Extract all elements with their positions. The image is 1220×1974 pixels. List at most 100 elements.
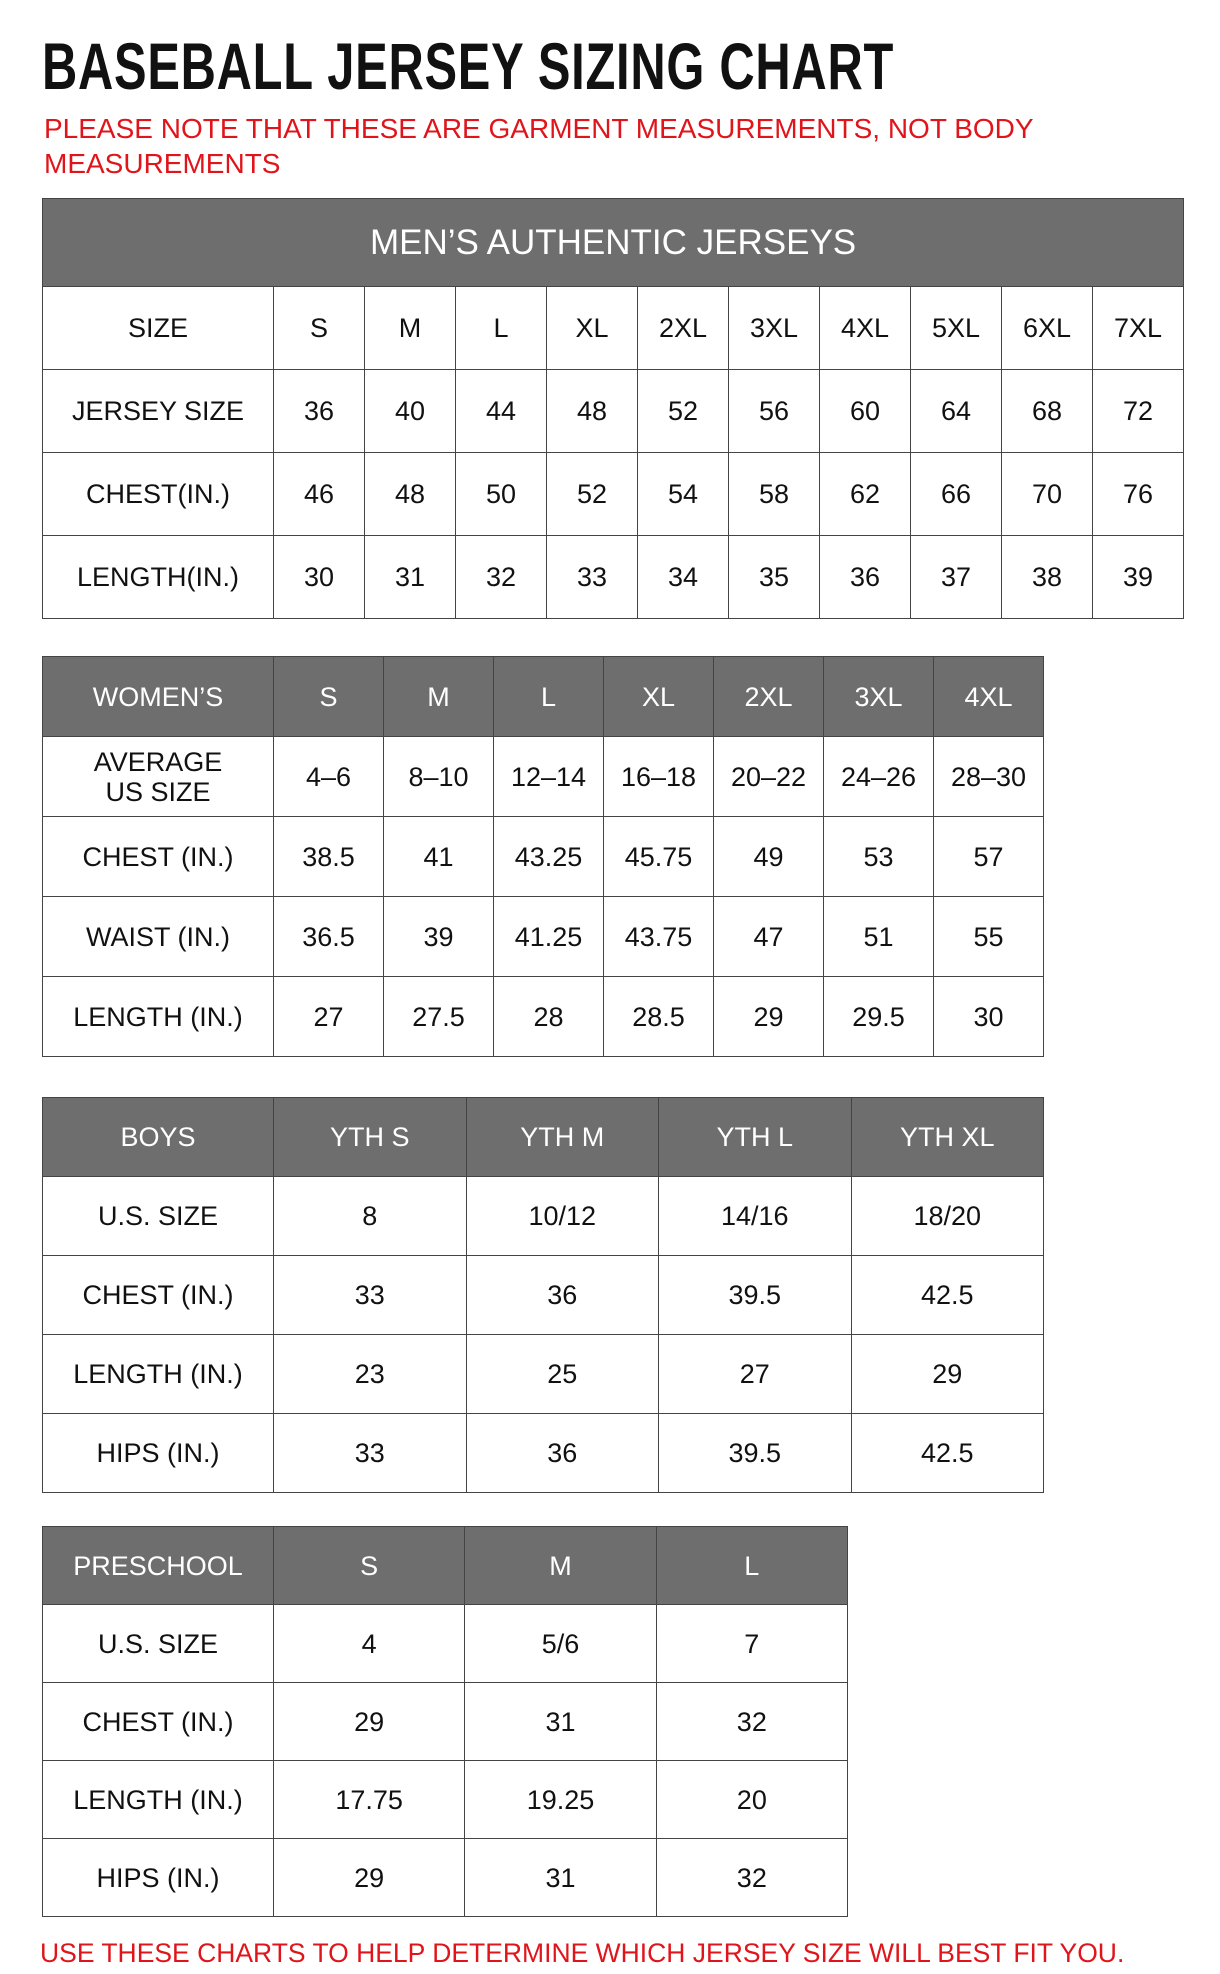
data-cell: 8–10: [383, 736, 494, 817]
data-cell: 31: [464, 1682, 657, 1761]
data-cell: 29: [713, 976, 824, 1057]
data-cell: 16–18: [603, 736, 714, 817]
data-cell: 5/6: [464, 1604, 657, 1683]
note: PLEASE NOTE THAT THESE ARE GARMENT MEASU…: [44, 113, 1034, 179]
data-row: HIPS (IN.) 33 36 39.5 42.5: [42, 1413, 1044, 1493]
data-cell: 45.75: [603, 816, 714, 897]
data-cell: 43.75: [603, 896, 714, 977]
row-label: CHEST(IN.): [42, 452, 274, 536]
row-label: CHEST (IN.): [42, 1255, 274, 1335]
data-cell: 33: [546, 535, 638, 619]
data-cell: 28: [493, 976, 604, 1057]
data-cell: 36: [465, 1255, 659, 1335]
data-row: CHEST (IN.) 33 36 39.5 42.5: [42, 1255, 1044, 1335]
header-cell: M: [383, 656, 494, 737]
header-cell: S: [272, 1526, 466, 1605]
data-cell: 29: [272, 1838, 466, 1917]
row-label: U.S. SIZE: [42, 1176, 274, 1256]
data-cell: 31: [364, 535, 456, 619]
data-cell: 54: [637, 452, 729, 536]
data-row: LENGTH (IN.) 27 27.5 28 28.5 29 29.5 30: [42, 976, 1044, 1057]
header-cell: S: [273, 656, 384, 737]
data-cell: 70: [1001, 452, 1093, 536]
data-cell: 58: [728, 452, 820, 536]
data-cell: 60: [819, 369, 911, 453]
header-cell: PRESCHOOL: [42, 1526, 274, 1605]
row-label: WAIST (IN.): [42, 896, 274, 977]
data-cell: 38.5: [273, 816, 384, 897]
header-row: PRESCHOOL S M L: [42, 1526, 848, 1605]
data-cell: 19.25: [464, 1760, 657, 1839]
data-row: CHEST(IN.) 46 48 50 52 54 58 62 66 70 76: [42, 452, 1185, 536]
size-table: BOYS YTH S YTH M YTH L YTH XL U.S. SIZE 8 10/12…: [42, 1097, 1044, 1493]
data-cell: 30: [273, 535, 365, 619]
data-cell: 42.5: [850, 1413, 1044, 1493]
table-title: MEN’S AUTHENTIC JERSEYS: [41, 198, 1185, 287]
header-cell: 4XL: [933, 656, 1044, 737]
data-cell: 31: [464, 1838, 657, 1917]
data-cell: 52: [546, 452, 638, 536]
data-cell: 55: [933, 896, 1044, 977]
data-cell: 36: [465, 1413, 659, 1493]
row-label: JERSEY SIZE: [42, 369, 274, 453]
data-cell: 66: [910, 452, 1002, 536]
data-row: CHEST (IN.) 38.5 41 43.25 45.75 49 53 57: [42, 816, 1044, 897]
header-cell: M: [364, 286, 456, 370]
header-cell: 3XL: [728, 286, 820, 370]
data-cell: 56: [728, 369, 820, 453]
data-row: U.S. SIZE 8 10/12 14/16 18/20: [42, 1176, 1044, 1256]
header-cell: YTH M: [465, 1097, 659, 1177]
data-cell: 29: [850, 1334, 1044, 1414]
header-cell: 7XL: [1091, 286, 1185, 370]
data-cell: 20–22: [713, 736, 824, 817]
data-cell: 27: [658, 1334, 852, 1414]
header-cell: XL: [603, 656, 714, 737]
data-cell: 39.5: [658, 1413, 852, 1493]
data-cell: 52: [637, 369, 729, 453]
header-cell: 3XL: [823, 656, 934, 737]
data-cell: 53: [823, 816, 934, 897]
data-row: AVERAGE US SIZE 4–6 8–10 12–14 16–18 20–22 24–…: [42, 736, 1044, 817]
header-cell: L: [493, 656, 604, 737]
header-cell: YTH XL: [850, 1097, 1044, 1177]
data-cell: 36: [819, 535, 911, 619]
data-cell: 42.5: [850, 1255, 1044, 1335]
data-cell: 72: [1091, 369, 1185, 453]
header-cell: L: [655, 1526, 848, 1605]
data-cell: 28–30: [933, 736, 1044, 817]
data-cell: 51: [823, 896, 934, 977]
data-cell: 47: [713, 896, 824, 977]
header-cell: S: [273, 286, 365, 370]
data-cell: 62: [819, 452, 911, 536]
header-cell: WOMEN’S: [42, 656, 274, 737]
header-row: SIZE S M L XL 2XL 3XL 4XL 5XL 6XL 7XL: [42, 286, 1185, 370]
data-cell: 33: [273, 1413, 467, 1493]
data-cell: 49: [713, 816, 824, 897]
title-row: MEN’S AUTHENTIC JERSEYS: [41, 198, 1185, 287]
data-cell: 32: [655, 1838, 848, 1917]
data-row: U.S. SIZE 4 5/6 7: [42, 1604, 848, 1683]
data-cell: 64: [910, 369, 1002, 453]
data-row: JERSEY SIZE 36 40 44 48 52 56 60 64 68 72: [42, 369, 1185, 453]
data-cell: 30: [933, 976, 1044, 1057]
header-cell: SIZE: [42, 286, 274, 370]
data-cell: 14/16: [658, 1176, 852, 1256]
row-label: CHEST (IN.): [42, 1682, 274, 1761]
row-label: U.S. SIZE: [42, 1604, 274, 1683]
data-cell: 39: [383, 896, 494, 977]
data-row: LENGTH (IN.) 23 25 27 29: [42, 1334, 1044, 1414]
row-label: LENGTH (IN.): [42, 1760, 274, 1839]
data-cell: 33: [273, 1255, 467, 1335]
data-cell: 48: [364, 452, 456, 536]
data-cell: 35: [728, 535, 820, 619]
data-cell: 23: [273, 1334, 467, 1414]
header-cell: XL: [546, 286, 638, 370]
title: BASEBALL JERSEY SIZING CHART: [42, 29, 895, 103]
data-cell: 68: [1001, 369, 1093, 453]
data-cell: 12–14: [493, 736, 604, 817]
data-cell: 44: [455, 369, 547, 453]
data-cell: 46: [273, 452, 365, 536]
row-label: HIPS (IN.): [42, 1838, 274, 1917]
size-table: MEN’S AUTHENTIC JERSEYS SIZE S M L XL 2XL 3XL 4X…: [41, 198, 1185, 619]
data-cell: 17.75: [272, 1760, 466, 1839]
